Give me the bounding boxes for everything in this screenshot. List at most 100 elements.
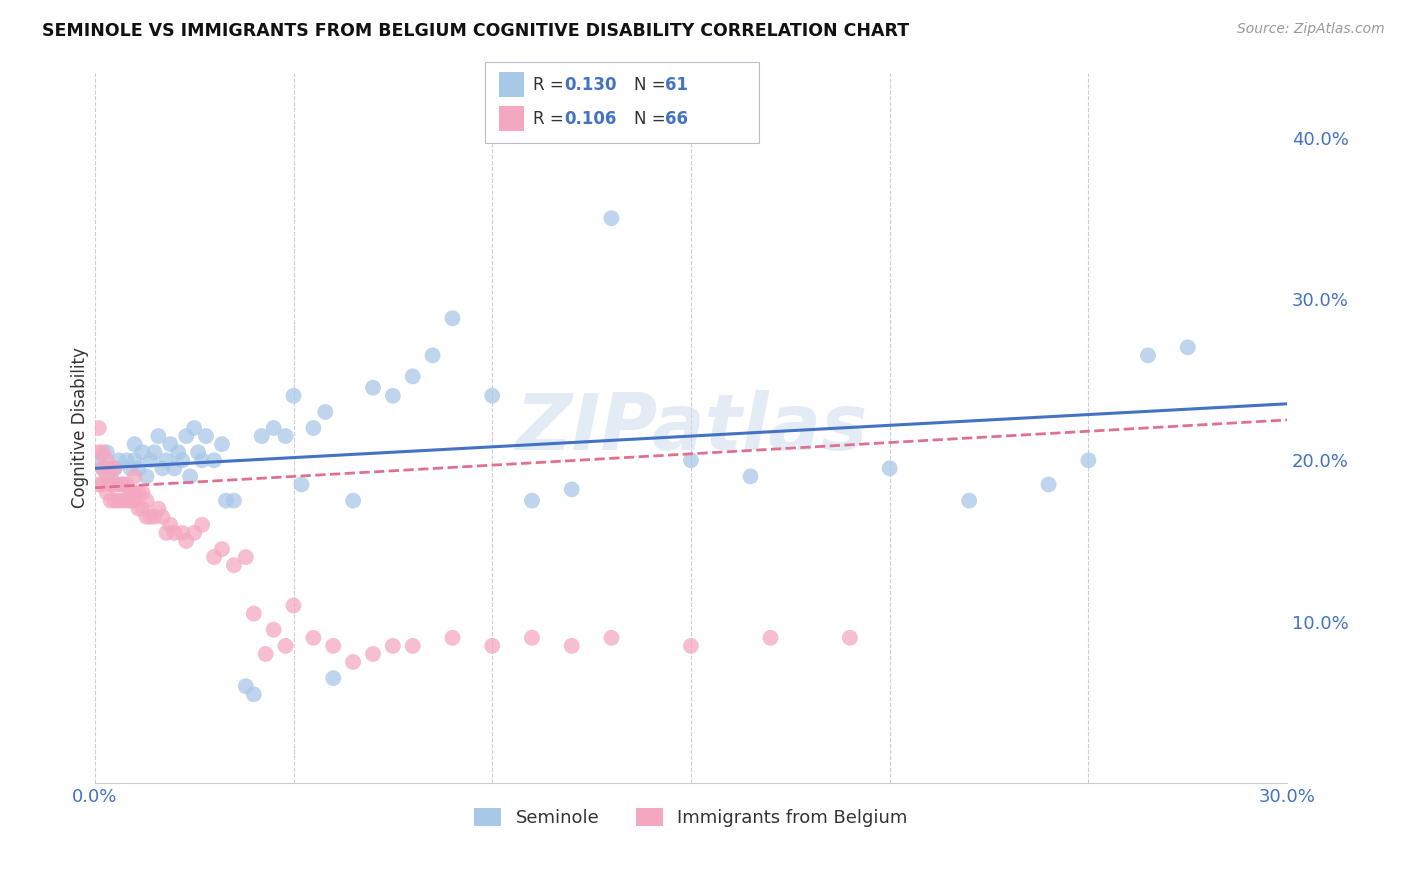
Point — [222, 493, 245, 508]
Point — [183, 525, 205, 540]
Point — [211, 437, 233, 451]
Point — [242, 687, 264, 701]
Point — [263, 623, 285, 637]
Point — [124, 453, 146, 467]
Text: 66: 66 — [665, 110, 688, 128]
Text: SEMINOLE VS IMMIGRANTS FROM BELGIUM COGNITIVE DISABILITY CORRELATION CHART: SEMINOLE VS IMMIGRANTS FROM BELGIUM COGN… — [42, 22, 910, 40]
Point — [128, 501, 150, 516]
Point — [172, 453, 194, 467]
Point — [172, 525, 194, 540]
Point — [441, 631, 464, 645]
Point — [283, 599, 305, 613]
Point — [679, 639, 702, 653]
Point — [96, 445, 118, 459]
Point — [195, 429, 218, 443]
Point — [104, 493, 127, 508]
Point — [342, 493, 364, 508]
Point — [124, 437, 146, 451]
Point — [561, 483, 583, 497]
Point — [215, 493, 238, 508]
Point — [191, 517, 214, 532]
Point — [1136, 348, 1159, 362]
Point — [87, 477, 110, 491]
Point — [191, 453, 214, 467]
Point — [561, 639, 583, 653]
Point — [263, 421, 285, 435]
Point — [111, 493, 134, 508]
Point — [679, 453, 702, 467]
Point — [111, 477, 134, 491]
Point — [1177, 340, 1199, 354]
Point — [1038, 477, 1060, 491]
Point — [402, 369, 425, 384]
Point — [155, 525, 177, 540]
Text: N =: N = — [634, 110, 671, 128]
Y-axis label: Cognitive Disability: Cognitive Disability — [72, 348, 89, 508]
Point — [100, 477, 122, 491]
Point — [183, 421, 205, 435]
Point — [96, 469, 118, 483]
Point — [155, 453, 177, 467]
Point — [361, 381, 384, 395]
Point — [274, 639, 297, 653]
Point — [150, 509, 173, 524]
Point — [322, 639, 344, 653]
Text: R =: R = — [533, 110, 569, 128]
Point — [235, 550, 257, 565]
Point — [879, 461, 901, 475]
Point — [107, 477, 129, 491]
Point — [91, 461, 114, 475]
Point — [254, 647, 277, 661]
Point — [124, 493, 146, 508]
Point — [120, 485, 142, 500]
Point — [135, 469, 157, 483]
Point — [314, 405, 336, 419]
Point — [91, 461, 114, 475]
Point — [139, 509, 162, 524]
Point — [342, 655, 364, 669]
Point — [422, 348, 444, 362]
Point — [302, 421, 325, 435]
Point — [174, 429, 197, 443]
Point — [148, 501, 170, 516]
Point — [481, 389, 503, 403]
Point — [135, 493, 157, 508]
Point — [302, 631, 325, 645]
Point — [124, 469, 146, 483]
Point — [104, 461, 127, 475]
Text: Source: ZipAtlas.com: Source: ZipAtlas.com — [1237, 22, 1385, 37]
Point — [87, 421, 110, 435]
Point — [179, 469, 201, 483]
Text: R =: R = — [533, 76, 569, 94]
Text: 0.130: 0.130 — [564, 76, 616, 94]
Legend: Seminole, Immigrants from Belgium: Seminole, Immigrants from Belgium — [467, 801, 915, 834]
Point — [600, 631, 623, 645]
Point — [128, 461, 150, 475]
Point — [402, 639, 425, 653]
Text: ZIPatlas: ZIPatlas — [515, 390, 868, 466]
Point — [91, 477, 114, 491]
Point — [187, 445, 209, 459]
Point — [957, 493, 980, 508]
Point — [202, 550, 225, 565]
Point — [159, 517, 181, 532]
Point — [174, 533, 197, 548]
Point — [107, 493, 129, 508]
Point — [235, 679, 257, 693]
Point — [131, 445, 153, 459]
Point — [91, 445, 114, 459]
Point — [96, 453, 118, 467]
Point — [1077, 453, 1099, 467]
Point — [290, 477, 312, 491]
Point — [159, 437, 181, 451]
Point — [381, 389, 404, 403]
Point — [131, 485, 153, 500]
Point — [481, 639, 503, 653]
Point — [104, 477, 127, 491]
Point — [115, 453, 138, 467]
Point — [361, 647, 384, 661]
Point — [322, 671, 344, 685]
Point — [135, 509, 157, 524]
Point — [120, 493, 142, 508]
Point — [96, 485, 118, 500]
